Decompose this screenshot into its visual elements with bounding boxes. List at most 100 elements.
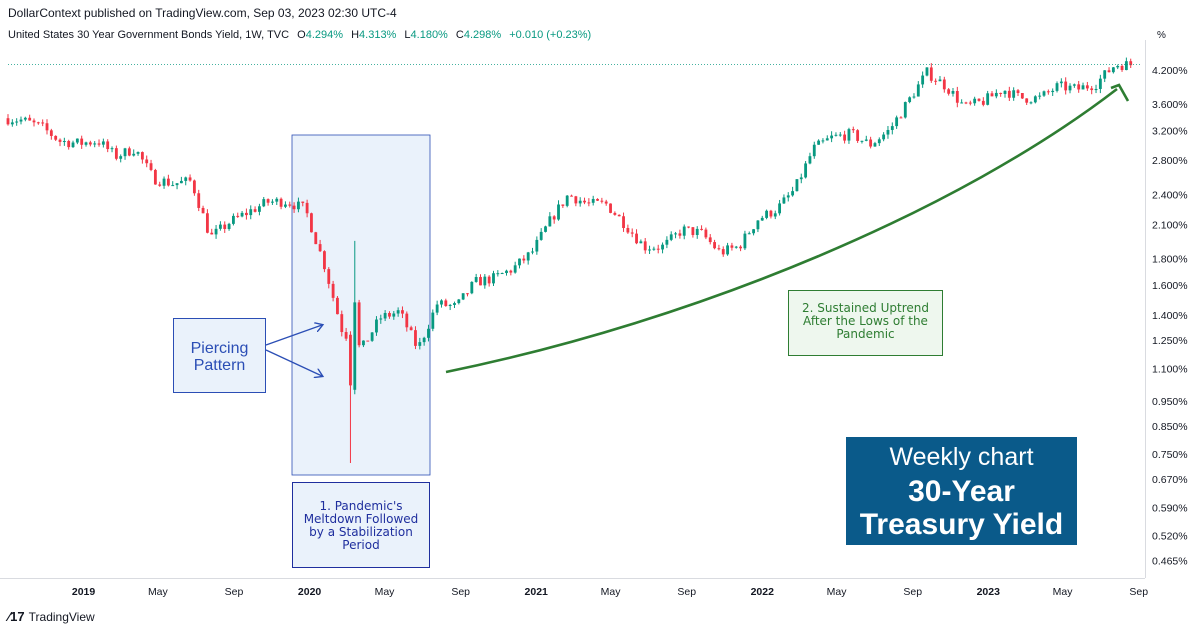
candle-body — [977, 98, 981, 101]
pandemic-highlight-zone — [291, 134, 431, 476]
candle-body — [336, 297, 339, 315]
high-label: H — [351, 29, 360, 41]
candle-body — [760, 217, 764, 221]
piercing-pattern-text: Piercing Pattern — [190, 340, 249, 374]
axis-unit-label: % — [1157, 30, 1166, 41]
candle-body — [1055, 83, 1059, 91]
candle-body — [32, 120, 36, 123]
candle-body — [418, 342, 422, 346]
candle-body — [114, 148, 118, 159]
y-tick-label: 0.950% — [1152, 396, 1188, 408]
y-tick-label: 3.200% — [1152, 125, 1188, 137]
candle-body — [123, 148, 127, 157]
candle-body — [682, 226, 686, 236]
candle-body — [808, 156, 812, 164]
candle-body — [661, 244, 664, 250]
candle-body — [84, 142, 88, 145]
candle-body — [496, 273, 500, 275]
candle-body — [938, 79, 942, 82]
candle-body — [643, 241, 647, 251]
uptrend-arrow — [445, 87, 1118, 374]
candle-body — [396, 310, 400, 314]
candle-body — [717, 248, 721, 250]
candle-body — [769, 210, 773, 217]
y-tick-label: 1.800% — [1152, 254, 1188, 266]
x-tick-label: Sep — [903, 586, 922, 598]
candle-body — [773, 213, 777, 217]
candle-body — [166, 178, 170, 186]
candle-body — [10, 122, 14, 125]
y-tick-label: 2.800% — [1152, 155, 1188, 167]
y-tick-label: 3.600% — [1152, 99, 1188, 111]
candle-body — [101, 141, 105, 145]
candle-body — [93, 143, 97, 145]
candle-body — [548, 216, 552, 227]
candle-body — [474, 277, 478, 282]
candle-body — [522, 258, 526, 261]
y-tick-label: 0.670% — [1152, 474, 1188, 486]
y-tick-label: 1.600% — [1152, 280, 1188, 292]
candle-body — [890, 126, 894, 130]
candle-body — [344, 332, 348, 339]
candle-body — [604, 201, 608, 204]
symbol-name[interactable]: United States 30 Year Government Bonds Y… — [8, 29, 290, 41]
candle-body — [752, 229, 755, 234]
candle-body — [28, 117, 32, 121]
tradingview-logo[interactable]: ⁄17 TradingView — [8, 609, 95, 624]
candle-body — [739, 246, 742, 249]
candle-body — [509, 270, 513, 273]
publisher-text: DollarContext published on TradingView.c… — [8, 6, 397, 20]
candle-body — [288, 204, 292, 206]
y-tick-label: 1.100% — [1152, 364, 1188, 376]
candle-body — [71, 142, 75, 148]
chart-title: 30-Year Treasury Yield — [859, 475, 1064, 541]
candle-body — [240, 212, 244, 217]
candle-body — [349, 334, 352, 386]
candle-body — [869, 139, 873, 147]
candle-body — [713, 242, 716, 249]
candle-body — [331, 283, 335, 298]
candle-body — [951, 90, 955, 94]
candle-body — [730, 245, 734, 248]
candle-body — [275, 198, 279, 202]
candle-body — [431, 312, 435, 329]
candle-body — [1085, 85, 1089, 89]
candle-body — [136, 152, 140, 154]
candle-body — [1116, 65, 1120, 68]
candle-body — [19, 119, 23, 122]
candle-body — [674, 233, 677, 235]
candle-body — [49, 130, 53, 136]
price-axis[interactable] — [1145, 40, 1200, 578]
sustained-uptrend-text: 2. Sustained Uptrend After the Lows of t… — [802, 301, 929, 341]
candle-body — [609, 203, 612, 213]
candle-body — [968, 102, 972, 104]
candle-body — [466, 293, 469, 295]
candle-body — [1072, 84, 1076, 86]
candle-body — [899, 117, 903, 119]
piercing-pattern-callout: Piercing Pattern — [173, 318, 266, 393]
candle-body — [244, 212, 248, 216]
y-tick-label: 0.520% — [1152, 531, 1188, 543]
candle-body — [427, 328, 430, 338]
candle-body — [1090, 88, 1094, 91]
candle-body — [500, 273, 504, 275]
candle-body — [1003, 90, 1007, 94]
candle-body — [886, 129, 890, 135]
candle-body — [665, 239, 669, 245]
candle-body — [973, 98, 977, 104]
candle-body — [669, 234, 673, 240]
x-tick-label: 2023 — [977, 586, 1001, 598]
candle-body — [401, 310, 404, 314]
candle-body — [23, 117, 27, 120]
candle-body — [895, 117, 899, 127]
candle-body — [505, 270, 508, 274]
candle-body — [765, 210, 769, 218]
candle-body — [934, 80, 938, 82]
y-tick-label: 0.465% — [1152, 556, 1188, 568]
candle-body — [656, 248, 660, 250]
candle-body — [409, 327, 413, 331]
candle-body — [882, 134, 886, 140]
candle-body — [1042, 91, 1046, 96]
candle-body — [388, 312, 391, 317]
